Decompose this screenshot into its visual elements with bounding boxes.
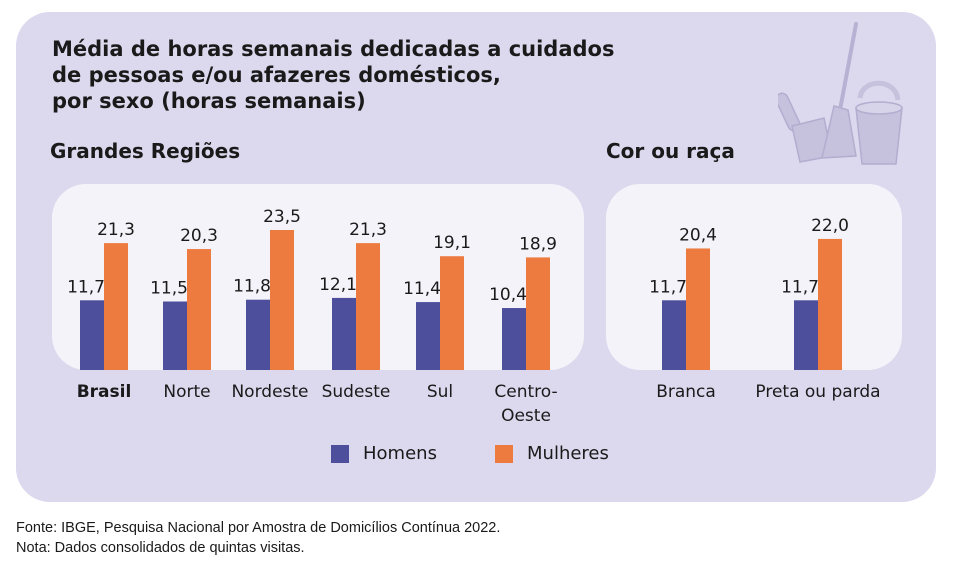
bar-mulheres-0-0	[104, 243, 128, 370]
category-label-0-2-0: Nordeste	[231, 382, 308, 402]
data-label-homens-0-2: 11,8	[233, 277, 271, 297]
category-label-1-0-0: Branca	[656, 382, 716, 402]
bar-homens-1-0	[662, 300, 686, 370]
legend-swatch-mulheres	[495, 444, 513, 463]
data-label-mulheres-0-1: 20,3	[180, 226, 218, 246]
title-line-3: por sexo (horas semanais)	[52, 89, 366, 113]
footer: Fonte: IBGE, Pesquisa Nacional por Amost…	[16, 518, 500, 558]
category-label-0-0-0: Brasil	[77, 382, 132, 402]
bar-homens-0-3	[332, 297, 356, 370]
bar-mulheres-0-2	[270, 230, 294, 370]
footer-note: Nota: Dados consolidados de quintas visi…	[16, 540, 305, 556]
title-line-1: Média de horas semanais dedicadas a cuid…	[52, 37, 615, 61]
category-label-0-5-1: Oeste	[501, 406, 551, 426]
footer-source: Fonte: IBGE, Pesquisa Nacional por Amost…	[16, 520, 501, 536]
data-label-mulheres-1-1: 22,0	[811, 216, 849, 236]
data-label-homens-0-4: 11,4	[403, 279, 441, 299]
legend-label-homens: Homens	[363, 443, 437, 464]
bar-mulheres-0-3	[356, 243, 380, 370]
data-label-homens-1-0: 11,7	[649, 277, 687, 297]
data-label-mulheres-1-0: 20,4	[679, 225, 717, 245]
cleaning-tools-icon	[778, 22, 903, 165]
legend-homens: Homens	[331, 443, 437, 464]
bar-mulheres-1-1	[818, 238, 842, 370]
section-title-race: Cor ou raça	[606, 139, 735, 163]
data-label-homens-0-3: 12,1	[319, 275, 357, 295]
data-label-homens-0-5: 10,4	[489, 285, 527, 305]
bar-mulheres-1-0	[686, 248, 710, 370]
data-label-homens-0-1: 11,5	[150, 278, 188, 298]
data-label-mulheres-0-4: 19,1	[433, 233, 471, 253]
data-label-mulheres-0-0: 21,3	[97, 220, 135, 240]
legend-swatch-homens	[331, 444, 349, 463]
race-plot-panel	[606, 184, 902, 370]
data-label-mulheres-0-3: 21,3	[349, 220, 387, 240]
bar-homens-0-4	[416, 302, 440, 370]
legend-mulheres: Mulheres	[495, 443, 609, 464]
category-label-0-4-0: Sul	[427, 382, 453, 402]
bar-mulheres-0-5	[526, 257, 550, 370]
category-label-0-5-0: Centro-	[494, 382, 557, 402]
bar-homens-0-0	[80, 300, 104, 370]
bar-homens-0-1	[163, 301, 187, 370]
bar-mulheres-0-4	[440, 256, 464, 370]
legend-label-mulheres: Mulheres	[527, 443, 609, 464]
category-label-1-1-0: Preta ou parda	[755, 382, 880, 402]
data-label-homens-0-0: 11,7	[67, 277, 105, 297]
bar-homens-0-2	[246, 299, 270, 370]
data-label-mulheres-0-2: 23,5	[263, 207, 301, 227]
category-label-0-1-0: Norte	[163, 382, 210, 402]
title-line-2: de pessoas e/ou afazeres domésticos,	[52, 63, 501, 87]
section-title-regions: Grandes Regiões	[50, 139, 241, 163]
data-label-homens-1-1: 11,7	[781, 277, 819, 297]
chart-title: Média de horas semanais dedicadas a cuid…	[52, 36, 614, 114]
regions-plot-panel	[52, 184, 584, 370]
category-label-0-3-0: Sudeste	[322, 382, 391, 402]
bar-homens-1-1	[794, 300, 818, 370]
bar-homens-0-5	[502, 308, 526, 370]
bar-mulheres-0-1	[187, 249, 211, 370]
data-label-mulheres-0-5: 18,9	[519, 234, 557, 254]
